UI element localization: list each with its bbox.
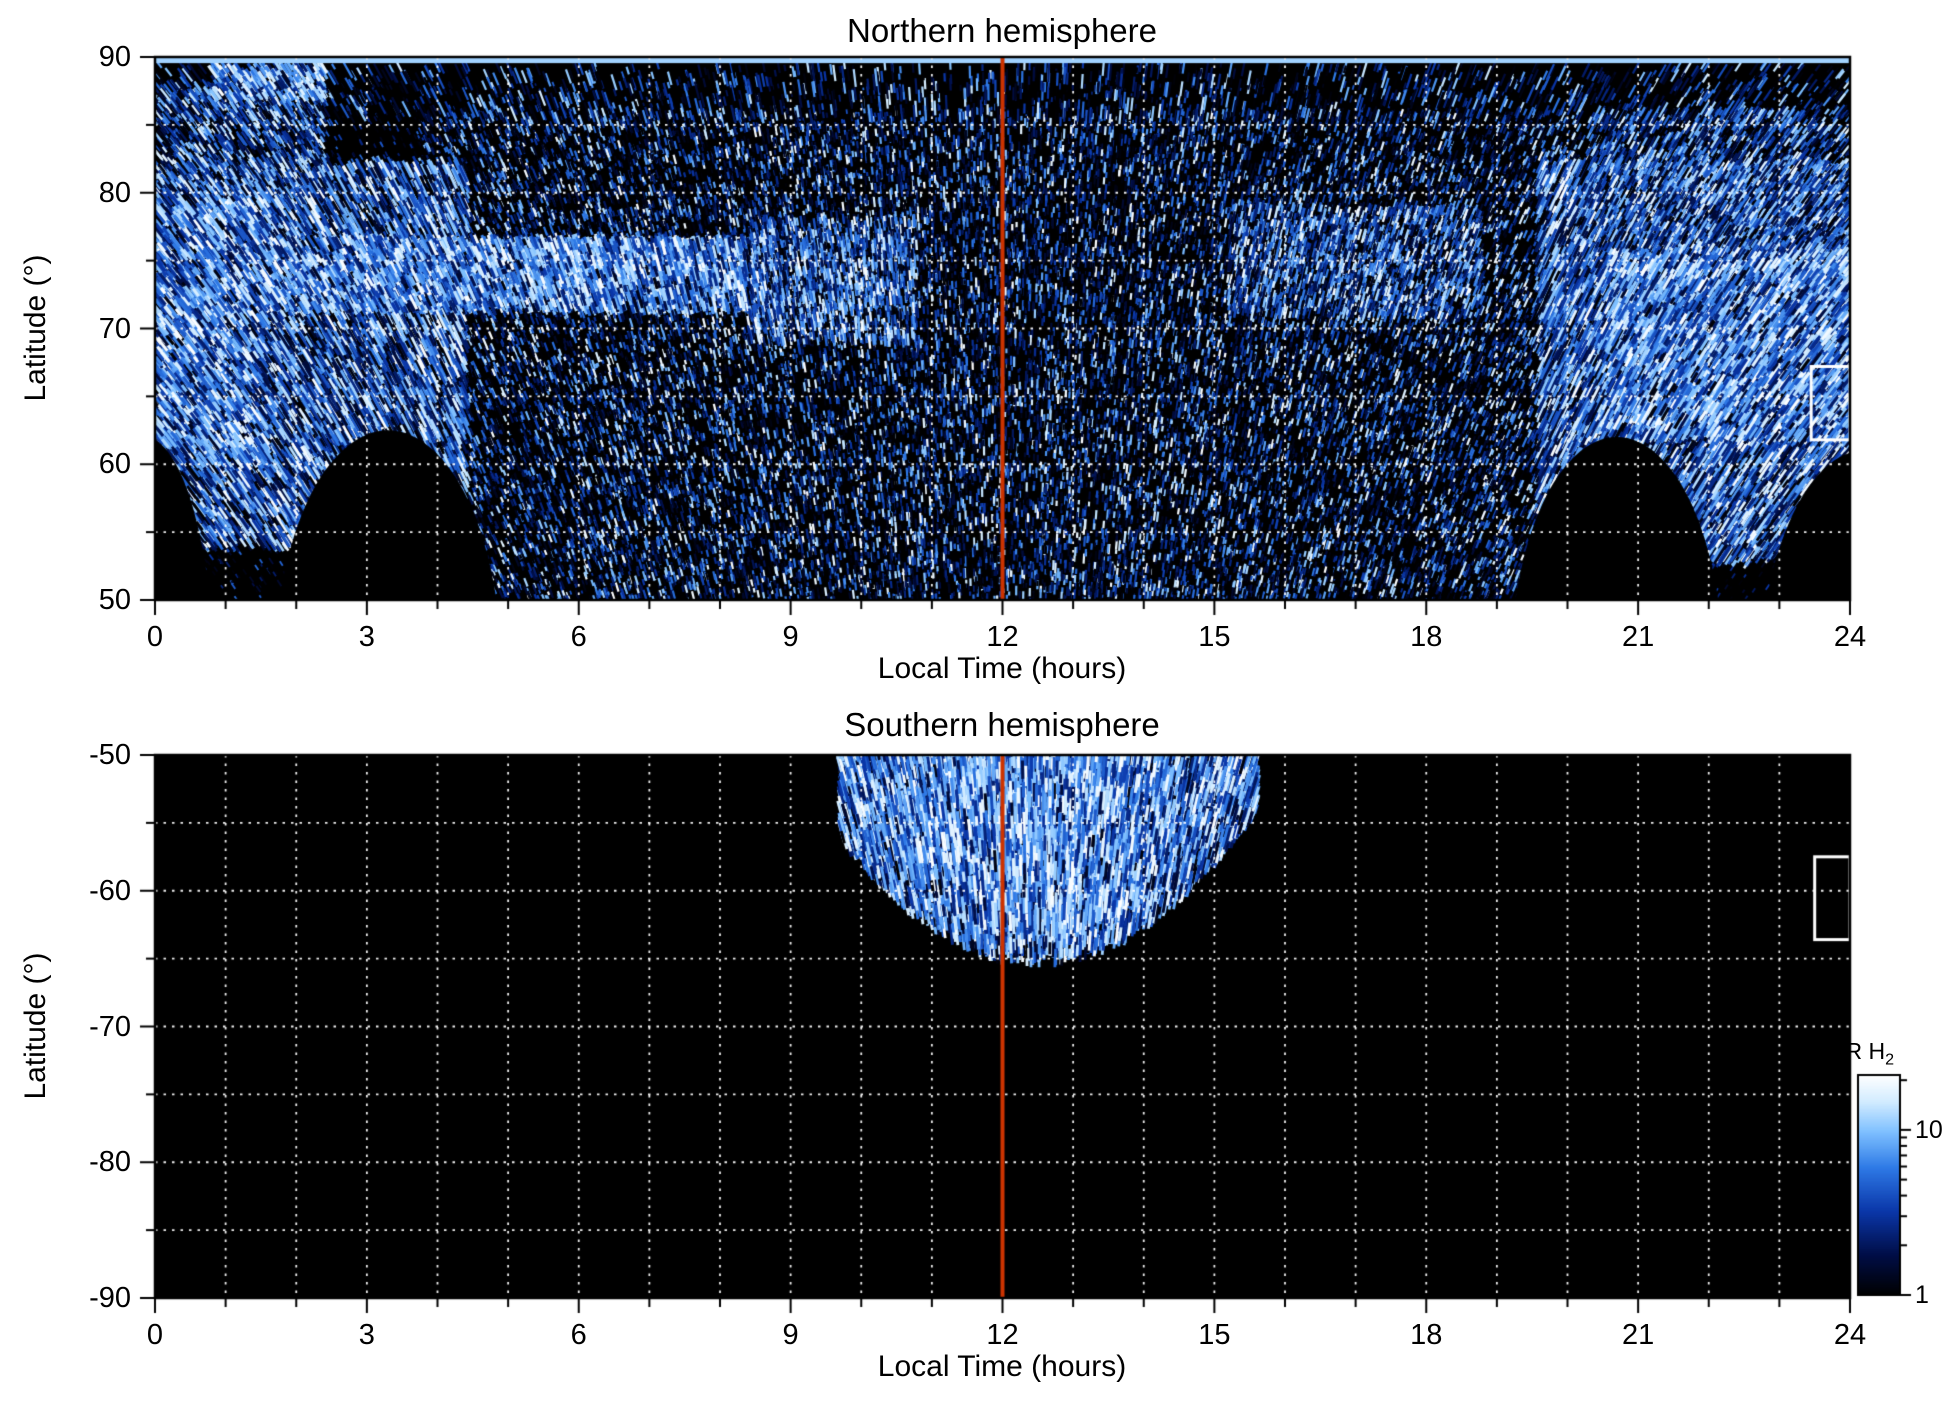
north-y-tick-label: 50 bbox=[98, 584, 131, 616]
colorbar-title-sub: 2 bbox=[1885, 1050, 1895, 1069]
north-x-tick-label: 6 bbox=[570, 621, 587, 653]
colorbar-tick-label: 10 bbox=[1915, 1115, 1943, 1144]
north-x-tick-label: 24 bbox=[1833, 621, 1867, 653]
north-x-tick-label: 21 bbox=[1621, 621, 1655, 653]
north-y-tick-label: 60 bbox=[98, 448, 131, 481]
south-y-tick-label: -50 bbox=[89, 739, 131, 771]
south-y-tick-label: -90 bbox=[89, 1282, 131, 1314]
south-y-tick-label: -70 bbox=[89, 1010, 131, 1043]
colorbar-title-text: kR H bbox=[1834, 1038, 1886, 1064]
south-x-tick-label: 9 bbox=[782, 1319, 799, 1351]
north-x-tick-label: 0 bbox=[146, 621, 164, 653]
south-xaxis-label: Local Time (hours) bbox=[877, 1350, 1127, 1383]
north-y-tick-label: 70 bbox=[98, 312, 131, 345]
north-y-tick-label: 80 bbox=[98, 176, 131, 209]
colorbar-tick-label: 1 bbox=[1915, 1281, 1929, 1309]
north-panel-title: Northern hemisphere bbox=[847, 12, 1157, 49]
south-x-tick-label: 0 bbox=[146, 1319, 164, 1351]
north-x-tick-label: 9 bbox=[782, 621, 799, 653]
south-y-tick-label: -80 bbox=[89, 1146, 131, 1179]
south-x-tick-label: 15 bbox=[1198, 1319, 1231, 1351]
south-panel-title: Southern hemisphere bbox=[844, 706, 1160, 743]
south-x-tick-label: 21 bbox=[1621, 1319, 1655, 1351]
north-x-tick-label: 3 bbox=[358, 621, 375, 653]
north-y-tick-label: 90 bbox=[98, 41, 131, 73]
south-x-tick-label: 6 bbox=[570, 1319, 587, 1351]
north-x-tick-label: 15 bbox=[1198, 621, 1231, 653]
south-x-tick-label: 3 bbox=[358, 1319, 375, 1351]
south-x-tick-label: 24 bbox=[1833, 1319, 1867, 1351]
north-x-tick-label: 18 bbox=[1410, 621, 1443, 653]
south-x-tick-label: 18 bbox=[1410, 1319, 1443, 1351]
south-y-tick-label: -60 bbox=[89, 874, 131, 907]
north-x-tick-label: 12 bbox=[986, 621, 1019, 653]
colorbar-title: kR H2 bbox=[1834, 1038, 1894, 1070]
north-xaxis-label: Local Time (hours) bbox=[877, 652, 1127, 685]
south-x-tick-label: 12 bbox=[986, 1319, 1019, 1351]
